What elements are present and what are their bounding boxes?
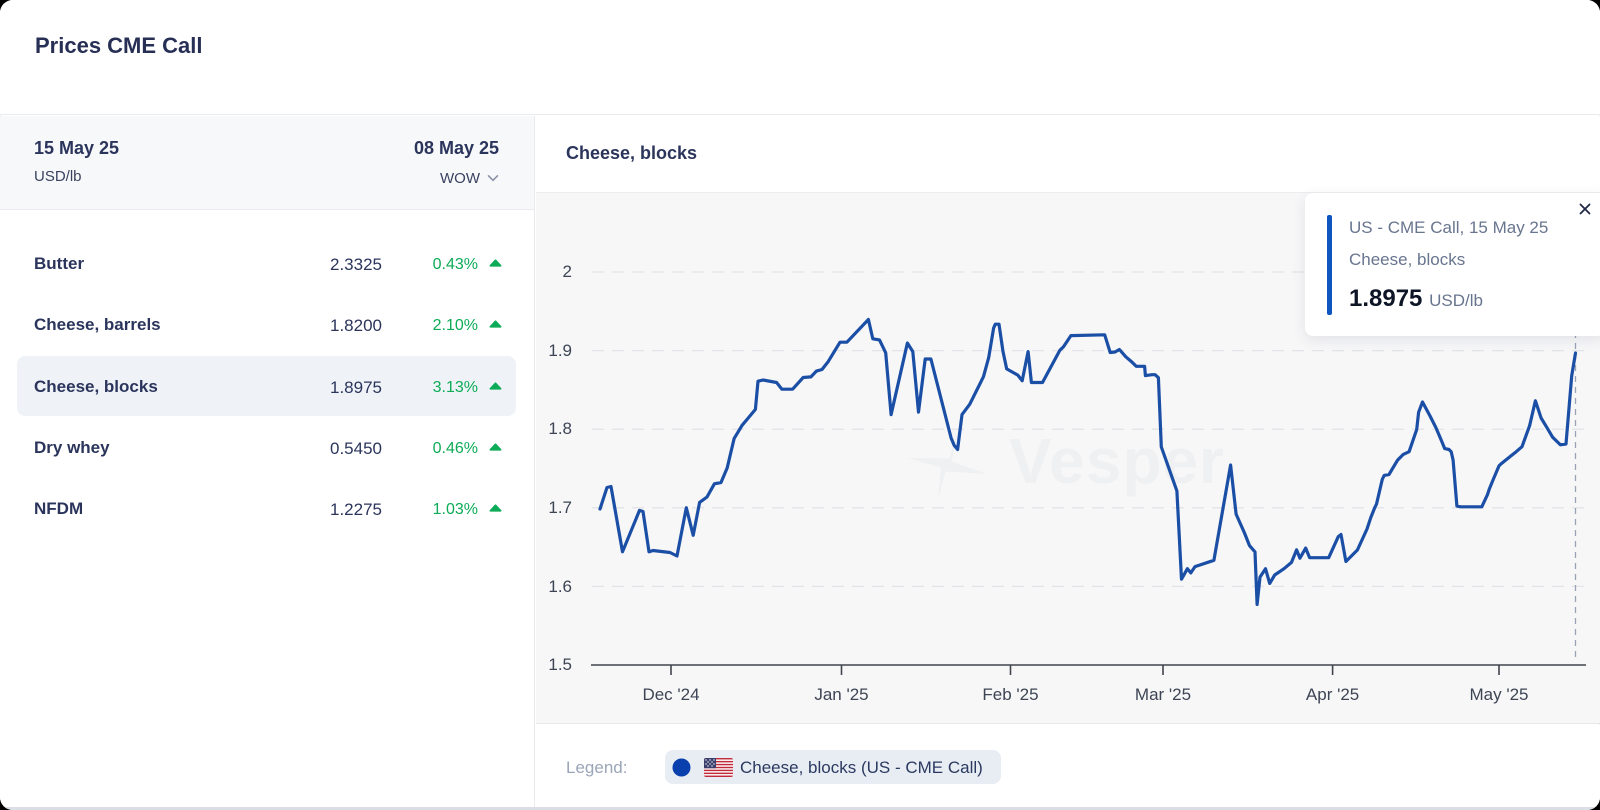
svg-text:May '25: May '25 — [1470, 685, 1529, 704]
svg-text:1.8: 1.8 — [548, 419, 572, 438]
svg-text:1.9: 1.9 — [548, 341, 572, 360]
svg-text:Apr '25: Apr '25 — [1306, 685, 1359, 704]
svg-text:Jan '25: Jan '25 — [814, 685, 868, 704]
svg-text:Mar '25: Mar '25 — [1135, 685, 1191, 704]
svg-text:Dec '24: Dec '24 — [642, 685, 699, 704]
svg-text:Vesper: Vesper — [1009, 425, 1225, 497]
svg-text:1.6: 1.6 — [548, 577, 572, 596]
svg-text:2: 2 — [563, 262, 572, 281]
svg-text:1.5: 1.5 — [548, 655, 572, 674]
svg-text:1.7: 1.7 — [548, 498, 572, 517]
svg-text:Feb '25: Feb '25 — [982, 685, 1038, 704]
